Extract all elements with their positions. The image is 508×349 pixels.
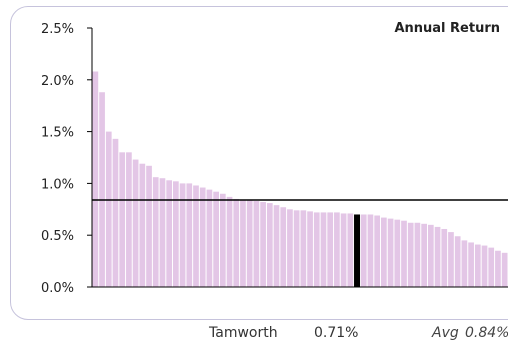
bar (414, 222, 421, 287)
bar (387, 218, 394, 287)
bar (132, 159, 139, 287)
bar (360, 214, 367, 287)
bar (300, 210, 307, 287)
y-tick-label: 0.0% (41, 281, 74, 296)
bar (454, 236, 461, 287)
y-tick-label: 1.5% (41, 126, 74, 141)
highlight-name: Tamworth (209, 325, 278, 341)
bar (287, 209, 293, 287)
bar (407, 222, 414, 287)
bar (246, 199, 253, 287)
bar (461, 240, 468, 287)
bar (421, 223, 427, 287)
bar (495, 250, 501, 287)
bar (219, 193, 226, 287)
bar (394, 219, 401, 287)
bar (307, 211, 313, 287)
bar (266, 203, 273, 287)
bar (119, 152, 126, 287)
bar (233, 198, 240, 287)
bar (501, 252, 508, 287)
bar (179, 183, 186, 287)
bar (340, 213, 347, 287)
bar (193, 185, 199, 287)
bar (374, 215, 381, 287)
y-tick-label: 2.0% (41, 74, 74, 89)
bar (334, 212, 340, 287)
bar (280, 207, 287, 287)
bar (159, 178, 166, 287)
highlight-bar (354, 214, 361, 287)
y-tick-label: 0.5% (41, 229, 74, 244)
bar (347, 213, 354, 287)
bar (488, 247, 495, 287)
chart-title: Annual Return (394, 21, 500, 36)
bar (226, 196, 233, 287)
bar (320, 212, 327, 287)
bar (152, 177, 159, 287)
bar (468, 242, 474, 287)
bar (401, 220, 407, 287)
bar (434, 226, 441, 287)
bar (367, 214, 374, 287)
bar (139, 163, 146, 287)
bar (481, 245, 488, 287)
bar (199, 187, 206, 287)
bar (92, 71, 99, 288)
bar (260, 202, 266, 287)
bars-group (92, 71, 508, 288)
bar (327, 212, 334, 287)
average-label: Avg (432, 325, 459, 341)
bar (173, 181, 179, 287)
bar (313, 212, 320, 287)
bar (474, 244, 481, 287)
bar (146, 165, 152, 287)
bar (186, 183, 193, 287)
bar (99, 92, 105, 288)
bar (427, 224, 434, 287)
y-ticks-group: 0.0% 0.5% 1.0% 1.5% 2.0% 2.5% (41, 22, 92, 296)
bar (441, 228, 448, 287)
bar (126, 152, 132, 287)
bar (166, 180, 173, 287)
y-tick-label: 1.0% (41, 177, 74, 192)
y-tick-label: 2.5% (41, 22, 74, 37)
bar (240, 199, 246, 287)
bar (253, 201, 260, 287)
bar (381, 217, 387, 287)
bar (213, 191, 219, 287)
average-value: 0.84% (465, 325, 508, 341)
bar (206, 189, 213, 287)
bar (293, 210, 300, 287)
bar (112, 138, 119, 287)
bar (448, 232, 454, 287)
bar (273, 205, 280, 287)
chart-footer: Tamworth 0.71% Avg 0.84% (0, 325, 508, 345)
bar (105, 131, 112, 287)
highlight-value: 0.71% (314, 325, 359, 341)
